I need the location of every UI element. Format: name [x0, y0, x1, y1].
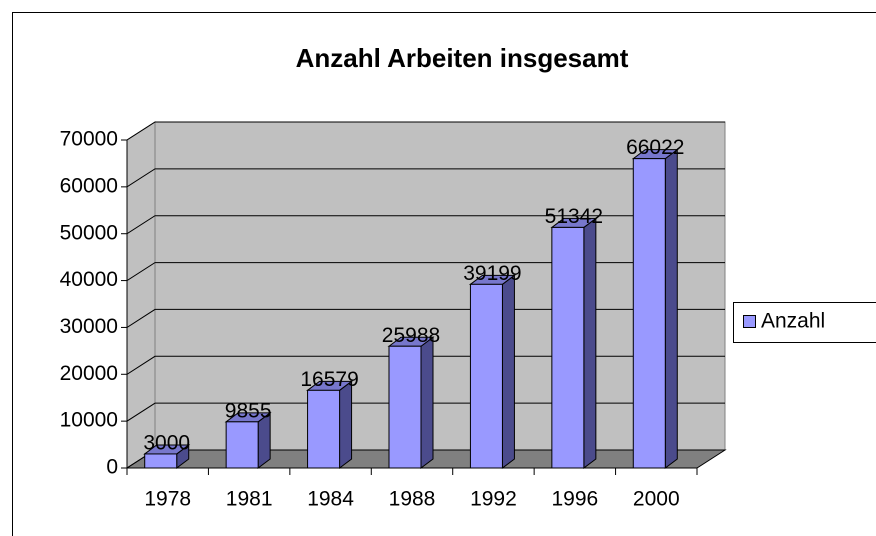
bar-side — [420, 336, 434, 469]
bar-side — [339, 380, 353, 469]
y-tick-label: 70000 — [60, 128, 118, 151]
bar — [144, 453, 178, 469]
y-tick-label: 50000 — [60, 221, 118, 244]
bar-side — [583, 217, 597, 469]
grid-line — [126, 355, 725, 375]
data-label: 25988 — [382, 324, 440, 347]
bar — [225, 421, 259, 469]
side-wall — [126, 121, 156, 469]
y-tick-label: 40000 — [60, 268, 118, 291]
grid-line — [126, 262, 725, 281]
y-tick-label: 20000 — [60, 362, 118, 385]
x-tick-label: 1988 — [389, 488, 436, 511]
data-label: 16579 — [300, 368, 358, 391]
x-tick-label: 1996 — [551, 488, 598, 511]
bar — [469, 283, 503, 469]
legend-label: Anzahl — [761, 310, 825, 333]
x-tick-label: 1992 — [470, 488, 517, 511]
grid-line — [126, 121, 725, 141]
y-tick-label: 0 — [106, 456, 118, 479]
data-label: 3000 — [143, 431, 190, 454]
x-tick-label: 1981 — [226, 488, 273, 511]
grid-line — [126, 402, 725, 422]
data-label: 9855 — [225, 399, 272, 422]
bar — [388, 345, 422, 469]
bar — [307, 389, 341, 469]
bar-side — [664, 148, 678, 469]
grid-line — [126, 308, 725, 328]
y-tick-label: 30000 — [60, 315, 118, 338]
y-tick-label: 60000 — [60, 174, 118, 197]
y-tick-label: 10000 — [60, 409, 118, 432]
grid-line — [126, 168, 725, 188]
data-label: 51342 — [545, 205, 603, 228]
x-tick-label: 1978 — [144, 488, 191, 511]
data-label: 66022 — [626, 136, 684, 159]
data-label: 39199 — [463, 262, 521, 285]
bar — [632, 158, 666, 469]
x-tick-label: 1984 — [307, 488, 354, 511]
chart-title: Anzahl Arbeiten insgesamt — [296, 43, 629, 73]
x-tick-label: 2000 — [633, 488, 680, 511]
bar-side — [501, 274, 515, 469]
bar — [551, 226, 585, 469]
grid-line — [126, 215, 725, 235]
legend-box — [733, 302, 876, 343]
legend-swatch — [743, 315, 756, 328]
